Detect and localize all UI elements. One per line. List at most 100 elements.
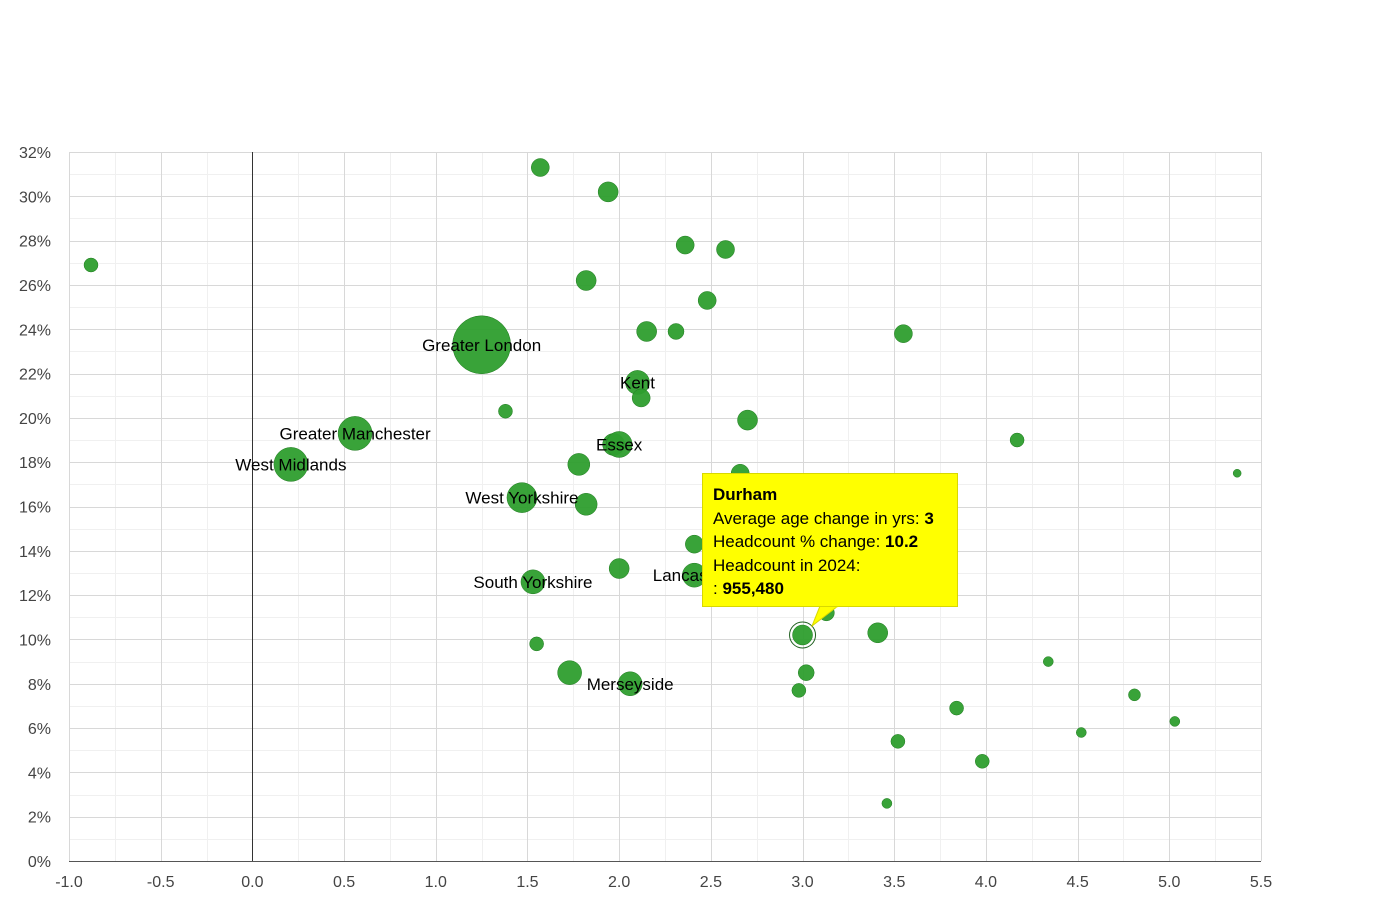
x-axis-tick-labels: -1.0 -0.5 0.0 0.5 1.0 1.5 2.0 2.5 3.0 3.5 4.0 4.5 5.… [55,874,1272,891]
bubble [520,569,546,595]
y-tick-label: 16% [19,500,51,517]
bubble [608,558,630,579]
bubble-label: West Yorkshire [465,489,578,508]
bubble [531,158,550,177]
x-tick-label: 2.5 [700,874,722,891]
bubble-highlight-ring [789,621,817,649]
bubble [685,534,704,554]
bubble [337,416,373,451]
bubble [617,671,643,696]
bubble [697,291,717,310]
y-axis-tick-labels: 0% 2% 4% 6% 8% 10% 12% 14% 16% 18% 20% 22% 24% 26% 28%… [19,145,51,871]
bubble [667,323,685,340]
x-tick-label: 0.5 [333,874,355,891]
bubble [716,240,735,259]
bubble [83,257,99,273]
bubble [791,683,807,698]
y-tick-label: 28% [19,234,51,251]
tooltip-value-headcount-2024: 955,480 [722,579,784,598]
y-tick-label: 22% [19,367,51,384]
bubble [557,660,582,685]
y-tick-label: 8% [28,677,51,694]
y-tick-label: 32% [19,145,51,162]
y-tick-label: 4% [28,765,51,782]
bubble-label: Essex [596,435,643,454]
bubble [567,453,591,476]
x-tick-label: 1.0 [425,874,447,891]
bubble-label: Greater London [422,336,541,355]
tooltip-title: Durham [713,485,778,504]
y-tick-label: 30% [19,189,51,206]
bubble [792,624,813,646]
y-tick-label: 10% [19,632,51,649]
bubble [529,636,544,652]
minor-gridlines [69,152,1262,862]
x-tick-label: 2.0 [608,874,630,891]
bubble-label: West Midlands [235,455,346,474]
bubble-label: Merseyside [587,675,674,694]
x-tick-label: 5.5 [1250,874,1272,891]
tooltip-value-average-age: 3 [924,508,934,528]
tooltip: Durham Average age change in yrs: 3 Head… [702,473,958,607]
bubble [498,403,513,419]
bubble [894,324,913,343]
bubble [675,235,695,255]
bubble [881,798,893,809]
bubble-label: Kent [620,373,655,392]
bubble [605,431,633,458]
tooltip-prefix-headcount-2024: : [713,579,718,598]
bubble [452,315,511,375]
bubble-label: South Yorkshire [473,573,592,592]
bubble [575,270,597,291]
x-tick-label: 5.0 [1158,874,1180,891]
bubble [1128,688,1141,702]
bubble-series [83,158,1242,809]
y-tick-label: 24% [19,322,51,339]
tooltip-line-headcount-change: Headcount % change: 10.2 [713,530,947,554]
tooltip-line-headcount-2024: : 955,480 [713,577,947,601]
bubble [1043,656,1054,667]
bubble [1232,469,1242,478]
y-tick-label: 2% [28,810,51,827]
bubble [273,447,309,482]
bubble [949,700,964,716]
bubble [631,388,651,408]
bubble [506,482,538,513]
y-tick-label: 18% [19,455,51,472]
x-tick-label: 0.0 [241,874,263,891]
bubble-label: Greater Manchester [279,424,431,443]
x-tick-label: 3.0 [791,874,813,891]
x-tick-label: 4.0 [975,874,997,891]
y-tick-label: 6% [28,721,51,738]
bubble [574,493,598,516]
x-tick-label: 1.5 [516,874,538,891]
bubble [797,664,815,681]
tooltip-label-average-age: Average age change in yrs: [713,508,920,528]
x-tick-label: -1.0 [55,874,83,891]
y-tick-label: 26% [19,278,51,295]
y-tick-label: 14% [19,544,51,561]
x-tick-label: 4.5 [1066,874,1088,891]
bubble [890,734,906,749]
y-tick-label: 12% [19,588,51,605]
bubble [1076,727,1087,738]
x-tick-label: 3.5 [883,874,905,891]
bubble-labels: West Midlands Greater Manchester Greater L… [235,336,736,694]
bubble [737,409,758,431]
tooltip-pointer [810,606,839,628]
bubble [597,181,619,203]
bubble [1169,716,1181,727]
y-tick-label: 20% [19,411,51,428]
tooltip-label-headcount-change: Headcount % change: [713,532,881,551]
y-tick-label: 0% [28,854,51,871]
bubble [867,622,888,644]
bubble [1009,432,1025,448]
axes [69,152,1261,862]
bubble [975,754,990,769]
tooltip-label-headcount-2024: Headcount in 2024: [713,555,861,575]
bubble [636,321,657,342]
tooltip-line-average-age: Average age change in yrs: 3 [713,507,947,531]
tooltip-value-headcount-change: 10.2 [885,532,919,551]
x-tick-label: -0.5 [147,874,175,891]
